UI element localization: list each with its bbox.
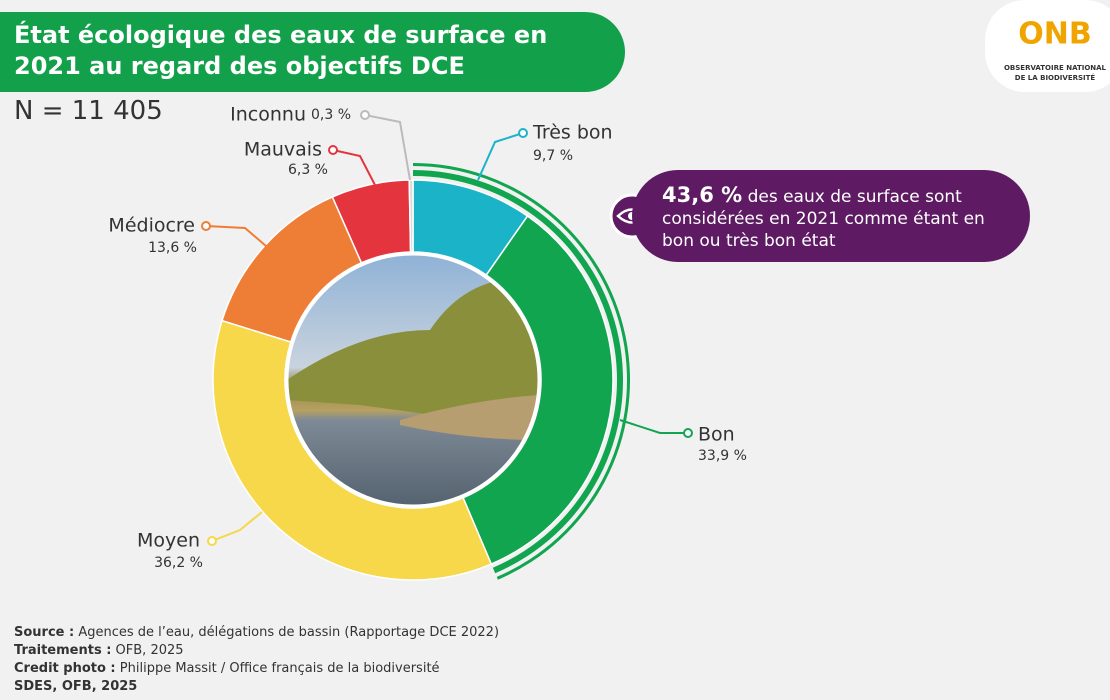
- value-label: 36,2 %: [154, 555, 203, 571]
- slice-label: Inconnu: [230, 104, 306, 126]
- photo: [287, 254, 539, 506]
- footer-label: Traitements :: [14, 643, 112, 658]
- logo-name: ONB: [1018, 17, 1091, 52]
- subtitle: N = 11 405: [14, 96, 163, 126]
- footer-line: Credit photo : Philippe Massit / Office …: [14, 660, 499, 678]
- logo-box: [985, 0, 1110, 92]
- leader-line: [477, 132, 524, 181]
- slice-label: Moyen: [137, 530, 200, 552]
- footer-label: Credit photo :: [14, 661, 116, 676]
- slice: [462, 214, 614, 566]
- photo-border: [285, 252, 541, 508]
- slice: [212, 319, 493, 581]
- footer-line: SDES, OFB, 2025: [14, 678, 499, 696]
- leader-line: [619, 419, 688, 434]
- footer-label: SDES, OFB, 2025: [14, 679, 138, 694]
- value-label: 9,7 %: [533, 148, 573, 164]
- leader-dot: [683, 428, 693, 438]
- value-label: 33,9 %: [698, 448, 747, 464]
- value-label: 0,3 %: [311, 107, 351, 123]
- slice-label: Bon: [698, 424, 735, 446]
- leader-dot: [518, 128, 528, 138]
- logo-line: DE LA BIODIVERSITÉ: [1015, 73, 1096, 82]
- callout-value: 43,6 %: [662, 183, 743, 207]
- footer-text: Philippe Massit / Office français de la …: [119, 661, 440, 676]
- callout: 43,6 % des eaux de surface sont considér…: [632, 170, 1030, 262]
- title: État écologique des eaux de surface en 2…: [0, 12, 625, 92]
- leader-dot: [201, 221, 211, 231]
- footer-text: OFB, 2025: [115, 643, 184, 658]
- footer-label: Source :: [14, 625, 75, 640]
- footer-text: Agences de l’eau, délégations de bassin …: [78, 625, 500, 640]
- footer: Source : Agences de l’eau, délégations d…: [14, 624, 499, 696]
- leader-line: [364, 114, 411, 181]
- leader-line: [332, 149, 376, 186]
- slice-label: Médiocre: [108, 215, 195, 237]
- leader-line: [211, 511, 263, 542]
- logo-line: OBSERVATOIRE NATIONAL: [1004, 64, 1107, 72]
- value-label: 6,3 %: [288, 162, 328, 178]
- slice-label: Mauvais: [244, 139, 322, 161]
- leader-line: [205, 225, 267, 247]
- leader-dot: [328, 145, 338, 155]
- value-label: 13,6 %: [148, 240, 197, 256]
- slice-label: Très bon: [532, 122, 613, 144]
- slice: [408, 179, 414, 253]
- footer-line: Source : Agences de l’eau, délégations d…: [14, 624, 499, 642]
- footer-line: Traitements : OFB, 2025: [14, 642, 499, 660]
- callout-text: des eaux de surface sont considérées en …: [662, 187, 985, 251]
- leader-dot: [360, 110, 370, 120]
- leader-dot: [207, 536, 217, 546]
